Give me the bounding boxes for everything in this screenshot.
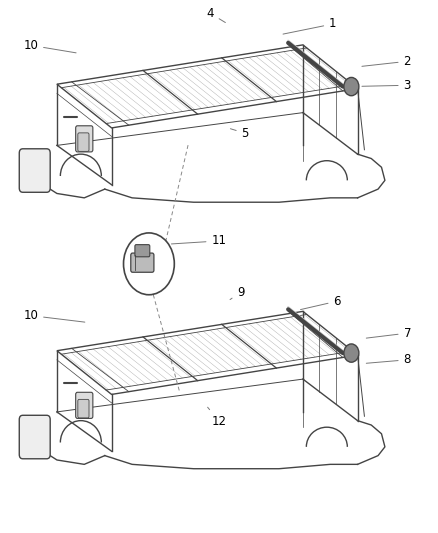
Text: 6: 6 — [300, 295, 341, 310]
Text: 5: 5 — [230, 127, 249, 140]
Text: 7: 7 — [366, 327, 411, 340]
Circle shape — [124, 233, 174, 295]
FancyBboxPatch shape — [19, 149, 50, 192]
Text: 3: 3 — [362, 79, 411, 92]
Text: 10: 10 — [23, 309, 85, 322]
FancyBboxPatch shape — [135, 245, 150, 257]
FancyBboxPatch shape — [76, 126, 93, 152]
FancyBboxPatch shape — [19, 415, 50, 459]
FancyBboxPatch shape — [76, 392, 93, 418]
Text: 11: 11 — [171, 235, 226, 247]
Text: 8: 8 — [366, 353, 411, 366]
Circle shape — [344, 344, 359, 362]
Text: 1: 1 — [283, 18, 337, 34]
Text: 4: 4 — [206, 7, 226, 22]
Text: 9: 9 — [230, 286, 245, 300]
Text: 10: 10 — [23, 39, 76, 53]
FancyBboxPatch shape — [78, 399, 89, 418]
FancyBboxPatch shape — [78, 133, 89, 151]
Circle shape — [344, 77, 359, 96]
FancyBboxPatch shape — [131, 253, 154, 272]
Text: 12: 12 — [208, 407, 226, 427]
Text: 2: 2 — [362, 55, 411, 68]
